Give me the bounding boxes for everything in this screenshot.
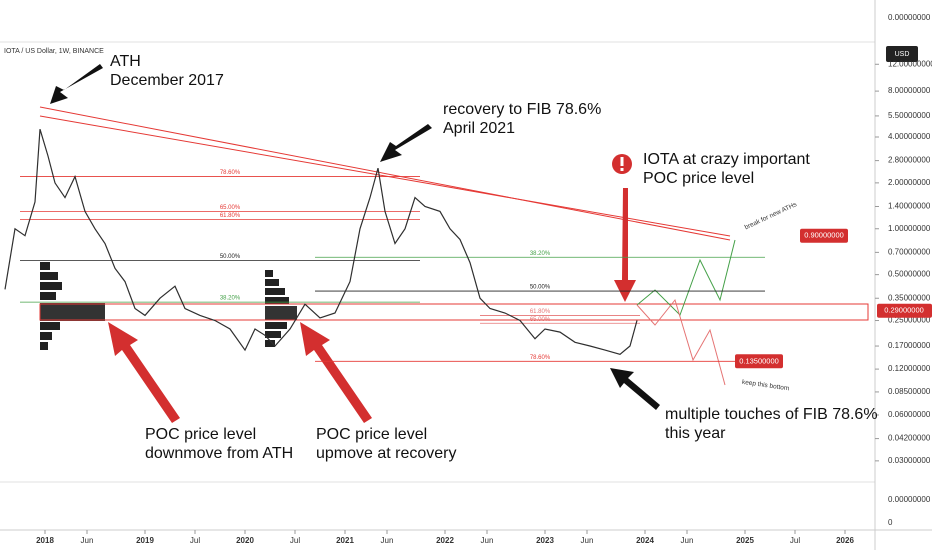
y-tick-label: 0.03000000 (888, 456, 931, 465)
y-tick-label: 1.40000000 (888, 202, 931, 211)
fib-label: 78.60% (530, 355, 551, 361)
annotation: April 2021 (443, 120, 515, 137)
trend-line (39, 106, 731, 241)
fib-label: 61.80% (220, 213, 241, 219)
x-tick-label: 2026 (836, 536, 854, 545)
annotation: POC price level (316, 426, 427, 443)
y-tick-label: 0.12000000 (888, 364, 931, 373)
annotation: POC price level (145, 426, 256, 443)
y-tick-label: 4.00000000 (888, 132, 931, 141)
annotation: POC price level (643, 170, 754, 187)
symbol-header: IOTA / US Dollar, 1W, BINANCE (4, 48, 104, 55)
x-tick-label: 2019 (136, 536, 154, 545)
price-line (4, 129, 638, 355)
x-tick-label: Jun (481, 536, 494, 545)
annotation: downmove from ATH (145, 445, 293, 462)
projection-up (636, 239, 736, 316)
y-tick-label: 1.00000000 (888, 224, 931, 233)
x-tick-label: Jul (190, 536, 200, 545)
pane-tick-label: 0.00000000 (888, 495, 931, 504)
arrow (108, 188, 636, 423)
x-tick-label: Jun (81, 536, 94, 545)
annotation: ATH (110, 53, 141, 70)
annotation: December 2017 (110, 72, 224, 89)
pane-tick-label: 0 (888, 518, 893, 527)
currency-badge (886, 46, 918, 62)
x-tick-label: 2025 (736, 536, 754, 545)
poc-zone (39, 303, 869, 321)
price-tag-label: 0.13500000 (739, 356, 779, 365)
fib-label: 78.60% (220, 170, 241, 176)
y-tick-label: 0.35000000 (888, 293, 931, 302)
y-tick-label: 8.00000000 (888, 86, 931, 95)
annotation: IOTA at crazy important (643, 151, 810, 168)
y-tick-label: 0.06000000 (888, 410, 931, 419)
x-tick-label: 2021 (336, 536, 354, 545)
y-tick-label: 0.08500000 (888, 387, 931, 396)
y-tick-label: 2.80000000 (888, 156, 931, 165)
x-tick-label: Jun (381, 536, 394, 545)
fib-label: 65.00% (530, 317, 551, 323)
x-tick-label: 2024 (636, 536, 654, 545)
x-tick-label: Jun (681, 536, 694, 545)
fib-label: 38.20% (530, 251, 551, 257)
x-tick-label: 2022 (436, 536, 454, 545)
projection-down (636, 298, 726, 386)
currency-label: USD (895, 51, 910, 58)
alert-icon (620, 157, 624, 166)
fib-label: 50.00% (530, 285, 551, 291)
annotation: multiple touches of FIB 78.6% (665, 406, 878, 423)
arrow (50, 64, 660, 410)
y-tick-label: 0.50000000 (888, 270, 931, 279)
annotation: recovery to FIB 78.6% (443, 101, 601, 118)
alert-icon (620, 168, 624, 171)
y-tick-label: 0.70000000 (888, 247, 931, 256)
price-tag-label: 0.29000000 (884, 306, 924, 315)
fib-label: 61.80% (530, 309, 551, 315)
fib-label: 50.00% (220, 254, 241, 260)
fib-label: 38.20% (220, 296, 241, 302)
volume-profile (40, 262, 297, 350)
y-tick-label: 5.50000000 (888, 111, 931, 120)
price-tag-label: 0.90000000 (804, 231, 844, 240)
annotation: upmove at recovery (316, 445, 457, 462)
y-tick-label: 0.25000000 (888, 316, 931, 325)
y-tick-label: 12.00000000 (888, 59, 932, 68)
annotation: this year (665, 425, 726, 442)
x-tick-label: 2018 (36, 536, 54, 545)
x-tick-label: Jul (290, 536, 300, 545)
y-tick-label: 2.00000000 (888, 178, 931, 187)
x-tick-label: Jun (581, 536, 594, 545)
price-tag (877, 303, 932, 318)
x-tick-label: 2020 (236, 536, 254, 545)
x-tick-label: 2023 (536, 536, 554, 545)
y-tick-label: 0.04200000 (888, 434, 931, 443)
y-tick-label: 0.17000000 (888, 341, 931, 350)
price-tag (735, 354, 783, 369)
trend-line (39, 115, 731, 237)
x-tick-label: Jul (790, 536, 800, 545)
fib-label: 65.00% (220, 205, 241, 211)
pane-tick-label: 0.00000000 (888, 13, 931, 22)
price-tag (800, 228, 848, 243)
